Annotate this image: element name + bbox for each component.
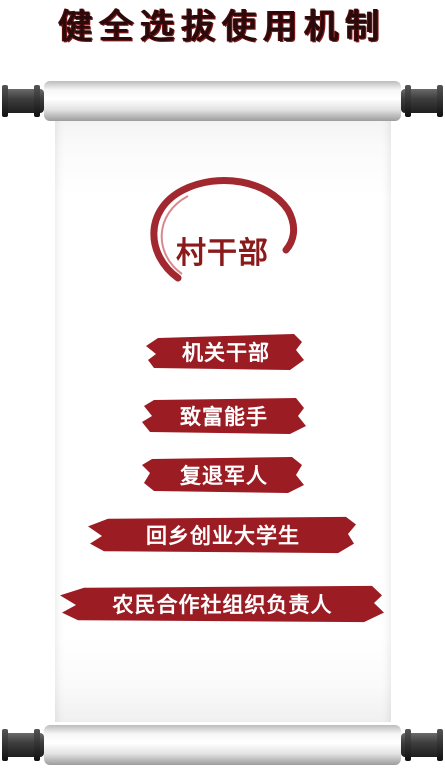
- roller-cap-left: [2, 729, 44, 761]
- item-label: 复退军人: [180, 463, 268, 488]
- item-label: 农民合作社组织负责人: [112, 592, 333, 617]
- headline: 村干部: [176, 236, 269, 271]
- roller-cap-right: [401, 729, 443, 761]
- brush-label-1: 机关干部: [146, 332, 306, 372]
- brush-label-3: 复退军人: [142, 455, 306, 495]
- brush-stroke-icon: [142, 398, 306, 434]
- brush-label-2: 致富能手: [140, 396, 308, 436]
- brush-stroke-icon: [146, 334, 304, 370]
- roller-cap-right: [401, 85, 443, 117]
- brush-circle-icon: [150, 177, 298, 282]
- roller-cap-left: [2, 85, 44, 117]
- page-title: 健全选拔使用机制: [58, 7, 387, 47]
- brush-stroke-icon: [60, 585, 384, 623]
- item-label: 机关干部: [182, 340, 270, 365]
- item-label: 回乡创业大学生: [146, 523, 300, 548]
- brush-label-5: 农民合作社组织负责人: [60, 584, 385, 624]
- scroll-roller-bottom: [0, 722, 445, 768]
- brush-label-4: 回乡创业大学生: [88, 515, 358, 555]
- brush-stroke-icon: [142, 457, 304, 493]
- roller-body: [44, 725, 401, 765]
- brush-stroke-icon: [88, 516, 356, 554]
- roller-body: [44, 81, 401, 121]
- scroll-roller-top: [0, 78, 445, 124]
- item-label: 致富能手: [180, 404, 268, 429]
